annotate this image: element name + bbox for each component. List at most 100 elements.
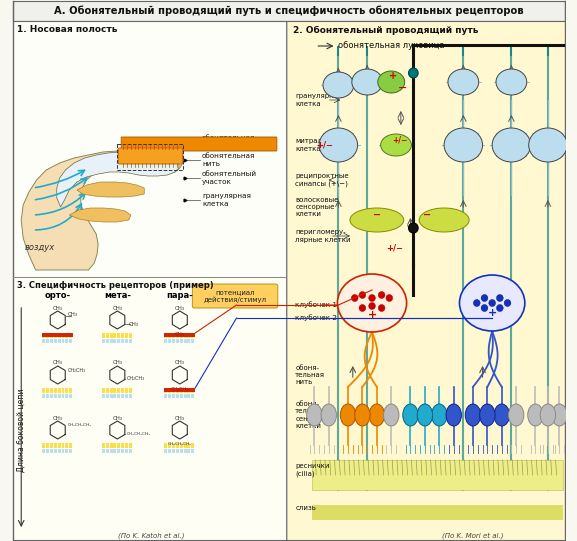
FancyBboxPatch shape: [58, 333, 61, 338]
FancyBboxPatch shape: [129, 394, 132, 398]
Ellipse shape: [369, 404, 384, 426]
Text: клубочек 1: клубочек 1: [295, 301, 337, 308]
FancyBboxPatch shape: [176, 333, 179, 338]
FancyBboxPatch shape: [110, 449, 113, 453]
FancyBboxPatch shape: [54, 394, 57, 398]
FancyBboxPatch shape: [164, 394, 167, 398]
FancyBboxPatch shape: [168, 449, 171, 453]
Text: волосковые
сенсорные
клетки: волосковые сенсорные клетки: [295, 196, 339, 217]
Text: (По K. Mori et al.): (По K. Mori et al.): [442, 533, 504, 539]
FancyBboxPatch shape: [69, 339, 72, 343]
FancyBboxPatch shape: [58, 394, 61, 398]
FancyBboxPatch shape: [125, 443, 128, 448]
FancyBboxPatch shape: [125, 449, 128, 453]
FancyBboxPatch shape: [164, 388, 167, 393]
Ellipse shape: [459, 275, 525, 331]
Text: слизь: слизь: [295, 505, 316, 511]
FancyBboxPatch shape: [42, 333, 73, 337]
FancyBboxPatch shape: [129, 388, 132, 393]
FancyBboxPatch shape: [110, 333, 113, 338]
FancyBboxPatch shape: [313, 37, 564, 55]
Text: обонятельная
нить: обонятельная нить: [202, 153, 255, 167]
FancyBboxPatch shape: [168, 443, 171, 448]
Circle shape: [359, 305, 366, 312]
FancyBboxPatch shape: [164, 333, 167, 338]
Circle shape: [481, 305, 488, 312]
FancyBboxPatch shape: [176, 449, 179, 453]
FancyBboxPatch shape: [54, 388, 57, 393]
FancyBboxPatch shape: [106, 333, 108, 338]
FancyBboxPatch shape: [125, 333, 128, 338]
Ellipse shape: [508, 404, 524, 426]
Ellipse shape: [432, 404, 447, 426]
FancyBboxPatch shape: [172, 388, 175, 393]
FancyBboxPatch shape: [114, 443, 117, 448]
FancyBboxPatch shape: [102, 449, 105, 453]
FancyBboxPatch shape: [312, 505, 563, 520]
FancyBboxPatch shape: [172, 449, 175, 453]
FancyBboxPatch shape: [42, 388, 45, 393]
Ellipse shape: [378, 71, 404, 93]
Text: +: +: [368, 310, 377, 320]
FancyBboxPatch shape: [168, 339, 171, 343]
FancyBboxPatch shape: [188, 388, 190, 393]
Text: CH₃: CH₃: [113, 415, 122, 420]
Circle shape: [409, 223, 418, 233]
FancyBboxPatch shape: [42, 449, 45, 453]
Text: CH₃: CH₃: [175, 360, 185, 366]
Text: (По K. Katoh et al.): (По K. Katoh et al.): [118, 533, 184, 539]
FancyBboxPatch shape: [65, 394, 68, 398]
FancyBboxPatch shape: [117, 449, 120, 453]
FancyBboxPatch shape: [192, 333, 194, 338]
FancyBboxPatch shape: [62, 333, 65, 338]
FancyBboxPatch shape: [188, 443, 190, 448]
FancyBboxPatch shape: [110, 339, 113, 343]
FancyBboxPatch shape: [172, 394, 175, 398]
FancyBboxPatch shape: [50, 443, 53, 448]
FancyBboxPatch shape: [180, 388, 183, 393]
FancyBboxPatch shape: [129, 333, 132, 338]
Text: обонятельная луковица: обонятельная луковица: [338, 42, 445, 50]
FancyBboxPatch shape: [65, 449, 68, 453]
Ellipse shape: [323, 72, 354, 98]
Text: CH₃: CH₃: [53, 306, 63, 311]
FancyBboxPatch shape: [121, 394, 124, 398]
Text: CH₃: CH₃: [53, 360, 63, 366]
Polygon shape: [21, 147, 183, 270]
FancyBboxPatch shape: [125, 388, 128, 393]
FancyBboxPatch shape: [188, 394, 190, 398]
FancyBboxPatch shape: [54, 443, 57, 448]
FancyBboxPatch shape: [62, 339, 65, 343]
Text: CH₂CH₃: CH₂CH₃: [127, 377, 145, 381]
Text: CH₃: CH₃: [113, 360, 122, 366]
Text: −: −: [423, 210, 431, 220]
FancyBboxPatch shape: [58, 339, 61, 343]
FancyBboxPatch shape: [114, 333, 117, 338]
Text: +: +: [389, 71, 398, 81]
FancyBboxPatch shape: [69, 388, 72, 393]
FancyBboxPatch shape: [13, 277, 287, 540]
FancyBboxPatch shape: [106, 388, 108, 393]
FancyBboxPatch shape: [62, 443, 65, 448]
Ellipse shape: [419, 208, 469, 232]
FancyBboxPatch shape: [42, 443, 45, 448]
FancyBboxPatch shape: [102, 443, 105, 448]
FancyBboxPatch shape: [164, 339, 167, 343]
FancyBboxPatch shape: [69, 333, 72, 338]
Ellipse shape: [494, 404, 509, 426]
FancyBboxPatch shape: [110, 394, 113, 398]
Ellipse shape: [403, 404, 418, 426]
FancyBboxPatch shape: [121, 339, 124, 343]
FancyBboxPatch shape: [102, 388, 105, 393]
FancyBboxPatch shape: [114, 394, 117, 398]
Text: обоня-
тельная
нить: обоня- тельная нить: [295, 365, 325, 386]
Ellipse shape: [384, 404, 399, 426]
FancyBboxPatch shape: [125, 394, 128, 398]
Circle shape: [351, 294, 358, 301]
FancyBboxPatch shape: [121, 388, 124, 393]
Text: Длина боковой цепи: Длина боковой цепи: [17, 388, 26, 472]
FancyBboxPatch shape: [46, 394, 49, 398]
Text: CH₃: CH₃: [175, 332, 185, 337]
Polygon shape: [57, 151, 179, 207]
Circle shape: [369, 302, 376, 309]
